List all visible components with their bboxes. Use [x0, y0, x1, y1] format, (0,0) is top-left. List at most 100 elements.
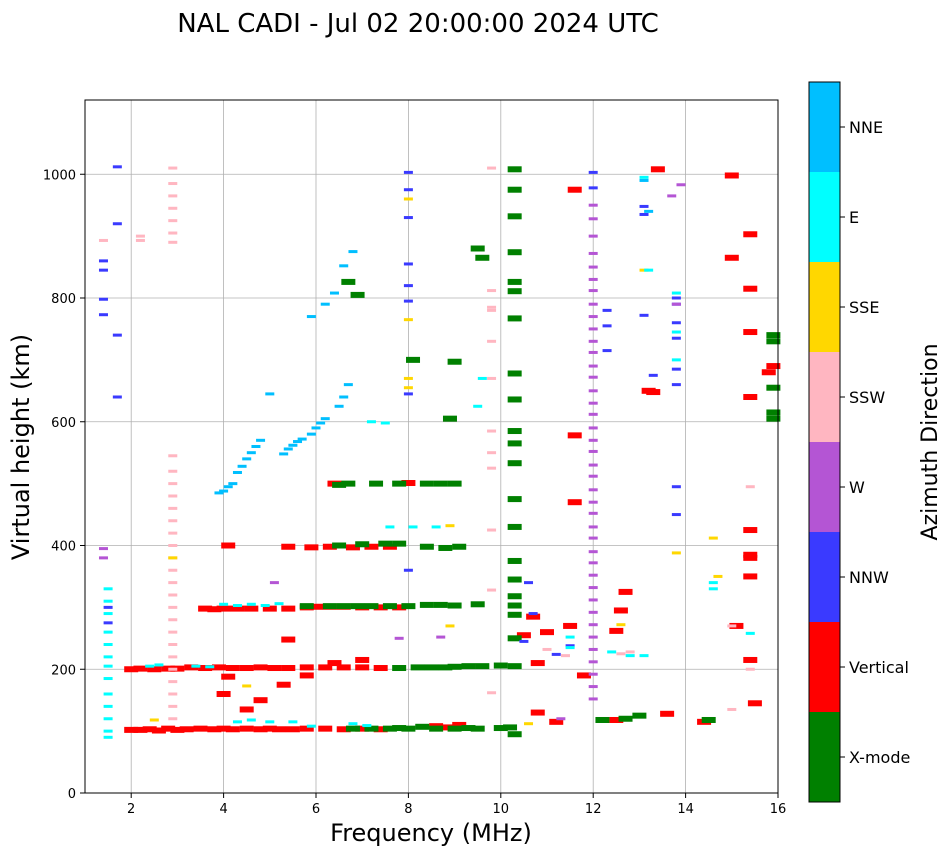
data-point [503, 724, 518, 731]
data-point [369, 480, 384, 487]
data-point [745, 485, 755, 489]
data-point [563, 622, 578, 629]
data-point [565, 635, 575, 639]
data-point [207, 726, 222, 733]
data-point [133, 726, 148, 733]
data-point [168, 605, 178, 609]
data-point [609, 627, 624, 634]
data-point [219, 602, 229, 606]
data-point [565, 646, 575, 650]
data-point [168, 630, 178, 634]
data-point [743, 285, 758, 292]
data-point [348, 722, 358, 726]
colorbar-segment [809, 532, 840, 622]
data-point [475, 663, 490, 670]
data-point [487, 376, 497, 380]
y-tick-label: 200 [51, 663, 76, 678]
data-point [251, 445, 261, 448]
data-point [299, 672, 314, 679]
data-point [385, 525, 395, 529]
data-point [168, 680, 178, 684]
data-point [403, 318, 413, 322]
data-point [613, 607, 628, 614]
data-point [98, 259, 108, 263]
data-point [671, 358, 681, 362]
data-point [288, 443, 298, 447]
data-point [168, 494, 178, 498]
x-tick-label: 8 [404, 802, 412, 817]
data-point [103, 630, 113, 634]
colorbar-segment [809, 172, 840, 262]
data-point [671, 367, 681, 371]
data-point [644, 268, 654, 272]
data-point [320, 302, 330, 306]
data-point [223, 485, 233, 489]
data-point [309, 603, 323, 610]
data-point [341, 278, 356, 285]
data-point [198, 605, 213, 612]
data-point [528, 612, 538, 616]
data-point [743, 329, 758, 336]
data-point [519, 639, 529, 643]
data-point [639, 212, 649, 216]
data-point [516, 632, 531, 639]
data-point [362, 724, 372, 728]
data-point [530, 660, 545, 667]
data-point [392, 725, 407, 732]
data-point [168, 568, 178, 572]
colorbar-label: Azimuth Direction [918, 343, 943, 540]
data-point [216, 605, 231, 612]
data-point [168, 717, 178, 721]
data-point [671, 513, 681, 517]
y-tick-label: 0 [68, 787, 76, 802]
data-point [588, 660, 598, 664]
data-point [743, 527, 758, 534]
data-point [265, 720, 275, 724]
data-point [588, 186, 598, 190]
data-point [667, 194, 677, 198]
data-point [265, 392, 275, 396]
data-point [161, 725, 176, 732]
series-x-mode [299, 166, 781, 738]
data-point [588, 302, 598, 306]
data-point [487, 339, 497, 343]
data-point [168, 655, 178, 659]
data-point [487, 305, 497, 309]
data-point [588, 265, 598, 269]
data-point [447, 480, 462, 487]
colorbar-tick-label: W [849, 478, 865, 497]
data-point [487, 528, 497, 532]
data-point [279, 452, 289, 456]
data-point [403, 284, 413, 288]
data-point [445, 524, 455, 528]
data-point [98, 313, 108, 317]
data-point [168, 556, 178, 560]
data-point [493, 662, 508, 669]
data-point [602, 324, 612, 328]
data-point [334, 404, 344, 408]
data-point [507, 315, 522, 322]
series-vertical [124, 166, 781, 734]
data-point [98, 556, 108, 560]
data-point [306, 724, 316, 728]
data-point [602, 308, 612, 312]
data-point [311, 426, 321, 430]
data-point [392, 665, 407, 672]
colorbar: X-mode Vertical NNW W SSW SSE E NNE [808, 81, 910, 803]
y-tick-label: 400 [51, 540, 76, 555]
data-point [382, 543, 397, 550]
data-point [168, 704, 178, 708]
data-point [394, 636, 404, 640]
data-point [588, 315, 598, 319]
data-point [274, 602, 284, 606]
data-point [588, 573, 598, 577]
data-point [487, 429, 497, 433]
data-point [103, 735, 113, 739]
data-point [487, 289, 497, 293]
data-point [507, 278, 522, 285]
data-point [493, 725, 508, 732]
data-point [743, 394, 758, 400]
data-point [588, 234, 598, 238]
data-point [431, 525, 441, 529]
data-point [565, 644, 575, 648]
